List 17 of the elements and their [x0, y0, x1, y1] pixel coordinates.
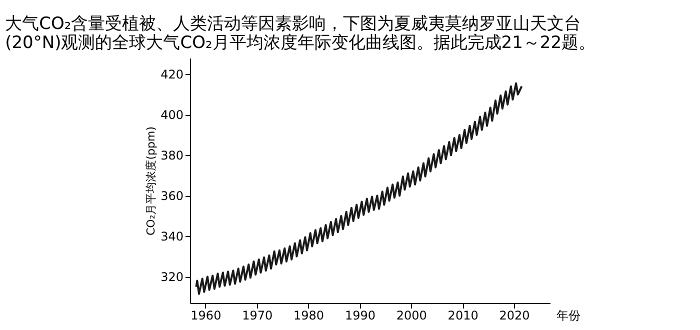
y-tick-label: 340: [160, 230, 184, 244]
chart-title: 大气CO₂含量受植被、人类活动等因素影响，下图为夏威夷莫纳罗亚山天文台 (20°N)观测的全球大气CO₂月平均浓度年际变化曲线图。据此完成21～22题。: [5, 14, 596, 53]
y-tick-label: 420: [160, 68, 184, 82]
line-series: [195, 82, 523, 295]
x-axis-title: 年份: [556, 308, 580, 322]
y-axis-title: CO₂月平均浓度(ppm): [144, 126, 158, 236]
x-tick-label: 1980: [294, 308, 324, 322]
y-tick-label: 400: [160, 108, 184, 122]
x-tick-label: 2000: [396, 308, 427, 322]
y-tick-label: 380: [160, 148, 184, 163]
y-tick-label: 320: [160, 270, 184, 284]
x-tick-label: 1970: [242, 308, 273, 322]
x-tick-label: 2010: [448, 308, 478, 322]
y-tick-label: 360: [160, 189, 184, 204]
x-tick-label: 1960: [190, 308, 222, 322]
x-tick-label: 2020: [499, 308, 530, 322]
x-tick-label: 1990: [344, 308, 376, 322]
